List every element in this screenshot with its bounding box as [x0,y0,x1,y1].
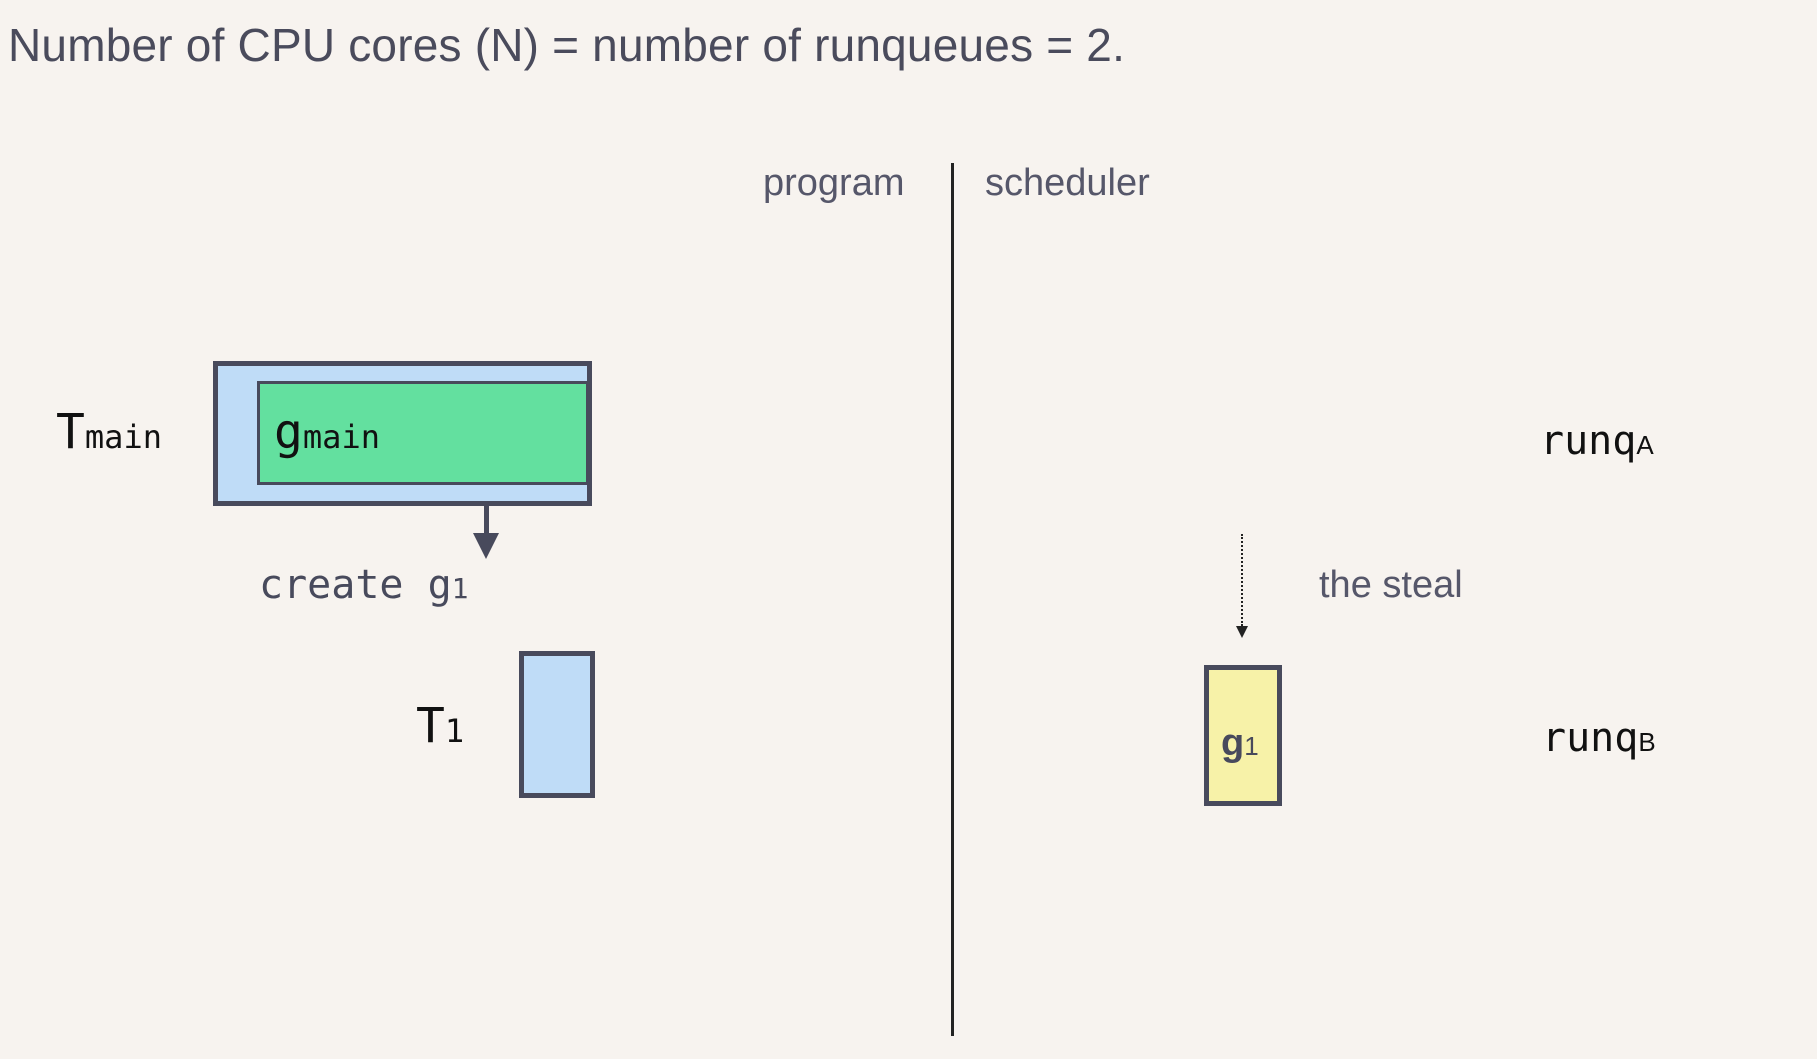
steal-label: the steal [1319,564,1463,606]
create-arrow-head [473,533,499,559]
goroutine-1-label-sub: 1 [1244,731,1259,761]
thread-main-label-base: T [56,404,85,460]
steal-arrow-line [1241,534,1243,626]
program-column-label: program [763,162,905,204]
thread-1-box [519,651,595,798]
runqueue-b-label-base: runq [1542,715,1639,761]
runqueue-b-label-sub: B [1638,727,1656,757]
thread-main-label: Tmain [56,404,162,460]
create-goroutine-label: create g1 [259,562,469,608]
thread-1-label-base: T [416,698,445,754]
goroutine-main-box: gmain [257,381,589,485]
runqueue-b-label: runqB [1542,715,1656,761]
runqueue-a-label-sub: A [1636,430,1654,460]
create-goroutine-label-sub: 1 [451,572,469,605]
page-heading: Number of CPU cores (N) = number of runq… [8,19,1126,71]
column-divider [951,163,954,1036]
thread-main-label-sub: main [84,418,162,456]
goroutine-1-box: g1 [1204,665,1282,806]
goroutine-main-label-sub: main [302,418,380,456]
goroutine-main-label: gmain [274,404,380,460]
create-arrow-shaft [484,506,489,536]
scheduler-column-label: scheduler [985,162,1150,204]
goroutine-main-label-base: g [274,404,303,460]
runqueue-a-label-base: runq [1540,418,1637,464]
thread-main-box: gmain [213,361,592,506]
runqueue-a-label: runqA [1540,418,1654,464]
goroutine-1-label: g1 [1221,722,1259,765]
create-goroutine-label-text: create g [259,562,452,608]
thread-1-label: T1 [416,698,464,754]
goroutine-1-label-base: g [1221,722,1245,764]
steal-arrow-head [1236,626,1248,638]
thread-1-label-sub: 1 [444,712,465,750]
